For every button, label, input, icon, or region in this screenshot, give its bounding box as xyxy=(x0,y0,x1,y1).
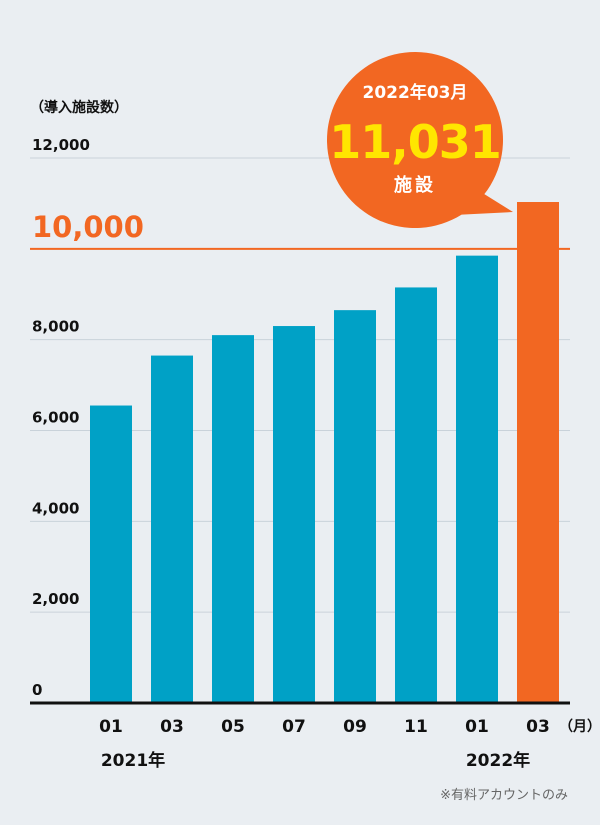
x-tick-label: 03 xyxy=(160,717,184,737)
bar xyxy=(90,405,132,703)
callout-unit: 施設 xyxy=(394,174,436,196)
x-tick-label: 01 xyxy=(465,717,489,737)
bar xyxy=(456,255,498,704)
x-tick-label: 11 xyxy=(404,717,428,737)
bars xyxy=(90,202,559,704)
callout-value: 11,031 xyxy=(329,115,501,169)
callout-date: 2022年03月 xyxy=(363,82,468,103)
x-tick-label: 07 xyxy=(282,717,306,737)
y-tick-label: 2,000 xyxy=(32,590,79,608)
bar xyxy=(151,355,193,703)
y-tick-label: 4,000 xyxy=(32,499,79,517)
x-tick-label: 01 xyxy=(99,717,123,737)
year-label: 2021年 xyxy=(101,750,165,771)
callout-bubble-shape xyxy=(327,51,513,229)
y-axis-unit-label: （導入施設数） xyxy=(30,99,128,116)
y-tick-label: 6,000 xyxy=(32,409,79,427)
footnote: ※有料アカウントのみ xyxy=(440,788,568,803)
x-tick-label: 03 xyxy=(526,717,550,737)
bar xyxy=(395,287,437,703)
x-tick-label: 05 xyxy=(221,717,245,737)
y-tick-label: 0 xyxy=(32,681,42,699)
bar xyxy=(334,310,376,703)
y-tick-label: 8,000 xyxy=(32,318,79,336)
x-tick-label: 09 xyxy=(343,717,367,737)
axes: 0 2,000 4,000 6,000 8,000 12,000 01 03 05 07 09 11 0… xyxy=(30,136,600,771)
x-axis-unit-label: （月） xyxy=(559,719,600,735)
bar xyxy=(273,326,315,703)
callout-bubble: 2022年03月 11,031 施設 xyxy=(327,51,513,229)
bar xyxy=(517,202,559,704)
bar xyxy=(212,335,254,703)
year-label: 2022年 xyxy=(466,750,530,771)
y-tick-label: 12,000 xyxy=(32,136,90,154)
reference-line-label: 10,000 xyxy=(32,210,144,244)
reference-line-group: 10,000 xyxy=(30,210,570,250)
